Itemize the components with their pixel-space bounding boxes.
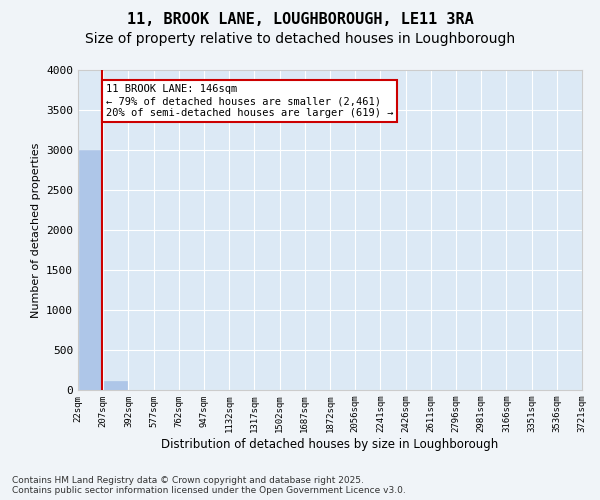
Text: 11, BROOK LANE, LOUGHBOROUGH, LE11 3RA: 11, BROOK LANE, LOUGHBOROUGH, LE11 3RA bbox=[127, 12, 473, 28]
Text: Size of property relative to detached houses in Loughborough: Size of property relative to detached ho… bbox=[85, 32, 515, 46]
Y-axis label: Number of detached properties: Number of detached properties bbox=[31, 142, 41, 318]
Text: 11 BROOK LANE: 146sqm
← 79% of detached houses are smaller (2,461)
20% of semi-d: 11 BROOK LANE: 146sqm ← 79% of detached … bbox=[106, 84, 393, 117]
X-axis label: Distribution of detached houses by size in Loughborough: Distribution of detached houses by size … bbox=[161, 438, 499, 451]
Text: Contains HM Land Registry data © Crown copyright and database right 2025.
Contai: Contains HM Land Registry data © Crown c… bbox=[12, 476, 406, 495]
Bar bbox=[79, 150, 102, 390]
Bar bbox=[104, 381, 127, 390]
